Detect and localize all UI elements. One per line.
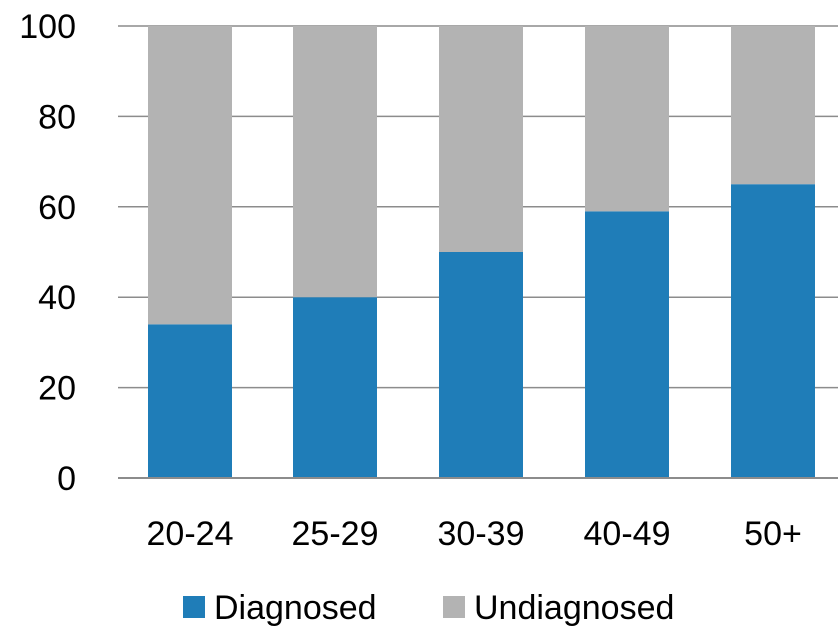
bar-diagnosed-25-29 — [293, 297, 377, 478]
legend-item-undiagnosed: Undiagnosed — [443, 589, 674, 627]
x-tick-label: 50+ — [744, 515, 802, 553]
y-tick-labels: 0 20 40 60 80 100 — [19, 8, 76, 498]
bar-undiagnosed-20-24 — [148, 26, 232, 325]
bar-undiagnosed-30-39 — [439, 26, 523, 252]
legend-swatch — [443, 596, 465, 618]
x-tick-label: 40-49 — [584, 515, 671, 553]
y-tick-label: 100 — [19, 8, 76, 46]
legend-swatch — [183, 596, 205, 618]
legend-label: Diagnosed — [214, 589, 377, 627]
y-tick-label: 60 — [38, 189, 76, 227]
bar-diagnosed-40-49 — [585, 211, 669, 478]
x-tick-label: 20-24 — [147, 515, 234, 553]
bar-undiagnosed-40-49 — [585, 26, 669, 212]
bar-diagnosed-30-39 — [439, 252, 523, 478]
y-tick-label: 0 — [57, 460, 76, 498]
x-tick-labels: 20-24 25-29 30-39 40-49 50+ — [147, 515, 802, 553]
bar-diagnosed-20-24 — [148, 324, 232, 478]
y-tick-label: 80 — [38, 98, 76, 136]
legend: Diagnosed Undiagnosed — [183, 589, 674, 627]
x-tick-label: 25-29 — [292, 515, 379, 553]
legend-label: Undiagnosed — [474, 589, 674, 627]
y-tick-label: 40 — [38, 279, 76, 317]
bar-diagnosed-50+ — [731, 184, 815, 478]
legend-item-diagnosed: Diagnosed — [183, 589, 377, 627]
x-tick-label: 30-39 — [438, 515, 525, 553]
bar-undiagnosed-50+ — [731, 26, 815, 185]
y-tick-label: 20 — [38, 370, 76, 408]
bars — [148, 26, 815, 478]
bar-undiagnosed-25-29 — [293, 26, 377, 298]
